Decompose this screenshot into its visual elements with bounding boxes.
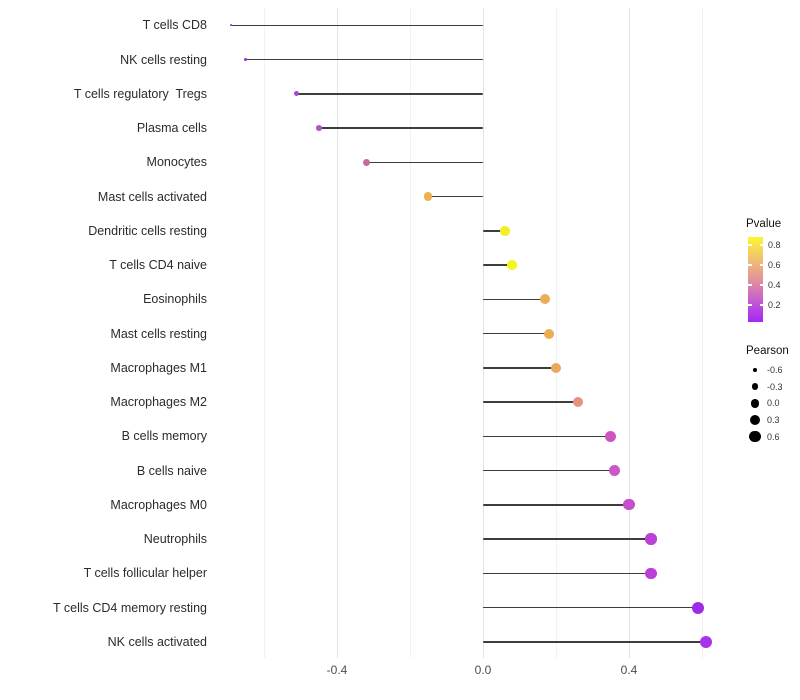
pearson-size-label: -0.3 — [767, 381, 783, 392]
lollipop-stem — [428, 195, 483, 198]
x-axis-tick-label: 0.0 — [474, 663, 492, 677]
lollipop-dot — [605, 430, 617, 442]
category-label: Mast cells resting — [110, 326, 207, 341]
pvalue-tick-label: 0.4 — [768, 280, 781, 290]
lollipop-stem — [245, 58, 483, 61]
category-label: Mast cells activated — [97, 189, 207, 204]
pvalue-tick-label: 0.8 — [768, 240, 781, 250]
pearson-size-dot — [753, 368, 757, 372]
category-label: Monocytes — [146, 155, 207, 170]
lollipop-dot — [550, 362, 562, 373]
lollipop-stem — [483, 504, 629, 506]
category-label: T cells CD8 — [142, 18, 207, 33]
gridline — [555, 8, 557, 658]
pearson-size-dot — [750, 399, 760, 408]
pearson-size-dot — [751, 383, 759, 391]
lollipop-stem — [483, 469, 615, 472]
lollipop-dot — [294, 91, 300, 97]
pvalue-gradient-bar — [748, 237, 763, 322]
category-label: T cells follicular helper — [83, 566, 207, 581]
x-axis-tick-label: -0.4 — [326, 663, 348, 677]
lollipop-dot — [699, 635, 712, 648]
pvalue-tick-left — [748, 304, 752, 306]
lollipop-stem — [483, 264, 513, 266]
pearson-size-label: 0.6 — [767, 431, 780, 442]
category-label: NK cells activated — [107, 634, 207, 649]
category-label: Neutrophils — [143, 532, 207, 547]
lollipop-dot — [645, 567, 657, 579]
gridline — [628, 8, 630, 658]
lollipop-stem — [231, 24, 483, 27]
gridline — [263, 8, 265, 658]
gridline — [701, 8, 703, 658]
lollipop-dot — [362, 158, 370, 166]
category-label: T cells CD4 memory resting — [53, 600, 207, 615]
category-label: B cells naive — [136, 463, 207, 478]
category-label: Dendritic cells resting — [88, 223, 207, 238]
lollipop-dot — [424, 192, 433, 201]
pvalue-tick-right — [759, 244, 763, 246]
pearson-size-dot — [749, 431, 761, 443]
lollipop-dot — [572, 396, 584, 408]
pvalue-tick-right — [759, 264, 763, 266]
x-axis-tick-label: 0.4 — [620, 663, 638, 677]
category-label: B cells memory — [121, 429, 207, 444]
lollipop-dot — [623, 499, 635, 511]
category-label: Plasma cells — [136, 121, 207, 136]
category-label: Macrophages M2 — [110, 395, 207, 410]
lollipop-dot — [229, 24, 233, 27]
pearson-size-label: 0.3 — [767, 415, 780, 426]
lollipop-dot — [645, 533, 657, 545]
lollipop-stem — [366, 161, 483, 164]
pearson-legend-title: Pearson — [746, 345, 789, 357]
category-label: T cells CD4 naive — [109, 258, 207, 273]
category-label: NK cells resting — [120, 52, 207, 67]
pvalue-tick-right — [759, 304, 763, 306]
lollipop-dot — [608, 465, 620, 477]
lollipop-stem — [483, 298, 546, 301]
lollipop-stem — [483, 401, 578, 403]
pvalue-tick-right — [759, 284, 763, 286]
category-label: Eosinophils — [143, 292, 207, 307]
lollipop-stem — [483, 230, 505, 232]
pvalue-tick-label: 0.2 — [768, 300, 781, 310]
lollipop-stem — [296, 93, 483, 95]
lollipop-dot — [315, 125, 322, 131]
pvalue-legend-title: Pvalue — [746, 218, 782, 230]
lollipop-dot — [507, 260, 517, 270]
lollipop-dot — [500, 226, 510, 236]
gridline — [336, 8, 338, 658]
pearson-size-label: -0.6 — [767, 365, 783, 375]
lollipop-dot — [244, 57, 248, 62]
lollipop-dot — [540, 294, 551, 305]
pearson-size-dot — [749, 415, 761, 426]
gridline — [409, 8, 411, 658]
pearson-size-label: 0.0 — [767, 398, 780, 409]
lollipop-dot — [543, 328, 554, 339]
lollipop-stem — [483, 538, 651, 540]
pvalue-tick-left — [748, 284, 752, 286]
category-label: T cells regulatory Tregs — [73, 86, 207, 101]
lollipop-dot — [692, 601, 705, 614]
lollipop-stem — [483, 332, 549, 335]
pvalue-tick-label: 0.6 — [768, 260, 781, 270]
pvalue-tick-left — [748, 244, 752, 246]
lollipop-stem — [483, 606, 699, 609]
lollipop-stem — [483, 367, 556, 369]
pvalue-tick-left — [748, 264, 752, 266]
lollipop-stem — [483, 572, 651, 575]
category-label: Macrophages M1 — [110, 360, 207, 375]
lollipop-stem — [483, 641, 706, 643]
lollipop-stem — [483, 435, 611, 438]
category-label: Macrophages M0 — [110, 497, 207, 512]
lollipop-stem — [318, 127, 483, 129]
